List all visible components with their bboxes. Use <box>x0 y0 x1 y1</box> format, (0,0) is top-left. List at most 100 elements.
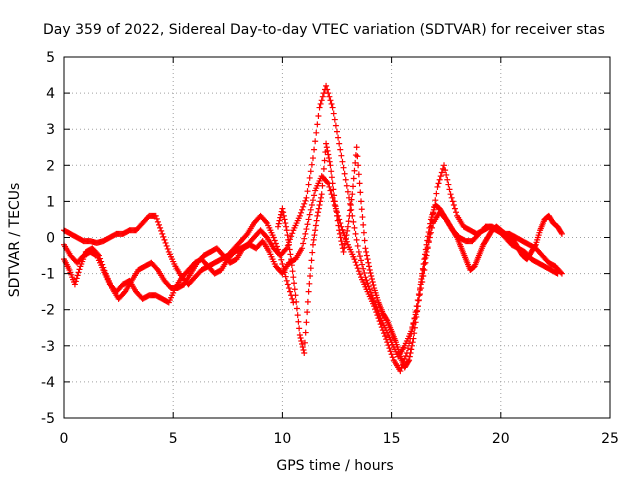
data-point-interp <box>408 346 415 353</box>
data-point-interp <box>365 259 372 266</box>
data-point-interp <box>358 257 365 264</box>
data-point-interp <box>284 281 291 288</box>
data-point-interp <box>425 229 432 236</box>
data-point-interp <box>343 232 350 239</box>
y-tick-label: -4 <box>41 375 55 391</box>
data-point <box>340 248 347 255</box>
data-point-interp <box>164 245 171 252</box>
data-point-interp <box>289 268 296 275</box>
data-point-interp <box>338 238 345 245</box>
data-point-interp <box>383 316 390 323</box>
data-point-interp <box>443 171 450 178</box>
data-point-interp <box>163 242 170 249</box>
data-point-interp <box>343 182 350 189</box>
data-point <box>362 274 369 281</box>
data-point-interp <box>315 112 322 119</box>
data-point-interp <box>364 280 371 287</box>
data-point-interp <box>369 279 376 286</box>
data-point-interp <box>327 187 334 194</box>
data-point <box>309 241 316 248</box>
data-point <box>558 230 565 237</box>
data-point-interp <box>370 282 377 289</box>
data-point-interp <box>350 175 357 182</box>
data-point <box>275 223 282 230</box>
data-point-interp <box>298 337 305 344</box>
data-point-interp <box>359 214 366 221</box>
data-point-interp <box>319 182 326 189</box>
data-point-interp <box>309 249 316 256</box>
data-point-interp <box>153 265 160 272</box>
data-point-interp <box>307 273 314 280</box>
data-point-interp <box>417 281 424 288</box>
y-tick-label: -5 <box>41 411 55 427</box>
y-tick-label: 4 <box>46 86 55 102</box>
data-point-interp <box>291 280 298 287</box>
data-point-interp <box>360 221 367 228</box>
data-point <box>314 212 321 219</box>
data-point-interp <box>302 230 309 237</box>
data-point <box>362 245 369 252</box>
y-tick-label: 1 <box>46 194 55 210</box>
data-point-interp <box>317 198 324 205</box>
data-point-interp <box>317 194 324 201</box>
data-point <box>414 303 421 310</box>
data-point <box>323 140 330 147</box>
x-tick-label: 25 <box>601 431 619 447</box>
data-point-interp <box>161 236 168 243</box>
data-point-interp <box>438 169 445 176</box>
data-point-interp <box>293 305 300 312</box>
data-point-interp <box>324 147 331 154</box>
data-point-interp <box>286 246 293 253</box>
data-point-interp <box>316 202 323 209</box>
data-point-interp <box>401 356 408 363</box>
data-point-interp <box>309 197 316 204</box>
data-point-interp <box>351 167 358 174</box>
data-point <box>447 191 454 198</box>
y-tick-label: 3 <box>46 122 55 138</box>
data-point-interp <box>121 289 128 296</box>
data-point-interp <box>360 229 367 236</box>
data-point <box>309 155 316 162</box>
data-point-interp <box>308 257 315 264</box>
x-tick-label: 0 <box>60 431 69 447</box>
data-point <box>290 299 297 306</box>
data-point-interp <box>359 261 366 268</box>
data-point-interp <box>307 265 314 272</box>
data-point-interp <box>367 289 374 296</box>
data-point <box>323 82 330 89</box>
data-point-interp <box>311 192 318 199</box>
data-point-interp <box>342 240 349 247</box>
data-point-interp <box>453 233 460 240</box>
data-point-interp <box>363 277 370 284</box>
data-point-interp <box>303 319 310 326</box>
data-point-interp <box>301 235 308 242</box>
data-point-interp <box>426 224 433 231</box>
y-tick-label: -1 <box>41 267 55 283</box>
data-point-interp <box>334 128 340 135</box>
data-point-interp <box>329 180 336 187</box>
data-point-interp <box>300 240 307 247</box>
data-point-interp <box>323 144 330 151</box>
data-point-interp <box>413 313 420 320</box>
data-point-interp <box>324 179 331 186</box>
data-point <box>270 234 277 241</box>
y-tick-label: 5 <box>46 50 55 66</box>
data-point-interp <box>389 354 396 361</box>
data-point-interp <box>373 304 380 311</box>
data-point <box>558 270 565 277</box>
data-point-interp <box>324 86 331 93</box>
data-point-interp <box>76 266 83 273</box>
data-point-interp <box>330 186 337 193</box>
data-point-interp <box>321 157 328 164</box>
data-point <box>331 198 338 205</box>
data-point-interp <box>302 329 309 336</box>
data-point-interp <box>156 221 163 228</box>
data-point-interp <box>336 230 343 237</box>
x-tick-label: 10 <box>273 431 291 447</box>
data-point-interp <box>282 273 289 280</box>
x-axis-label: GPS time / hours <box>276 458 393 474</box>
data-point-interp <box>154 218 161 225</box>
data-point <box>296 212 303 219</box>
data-point-interp <box>296 325 303 332</box>
